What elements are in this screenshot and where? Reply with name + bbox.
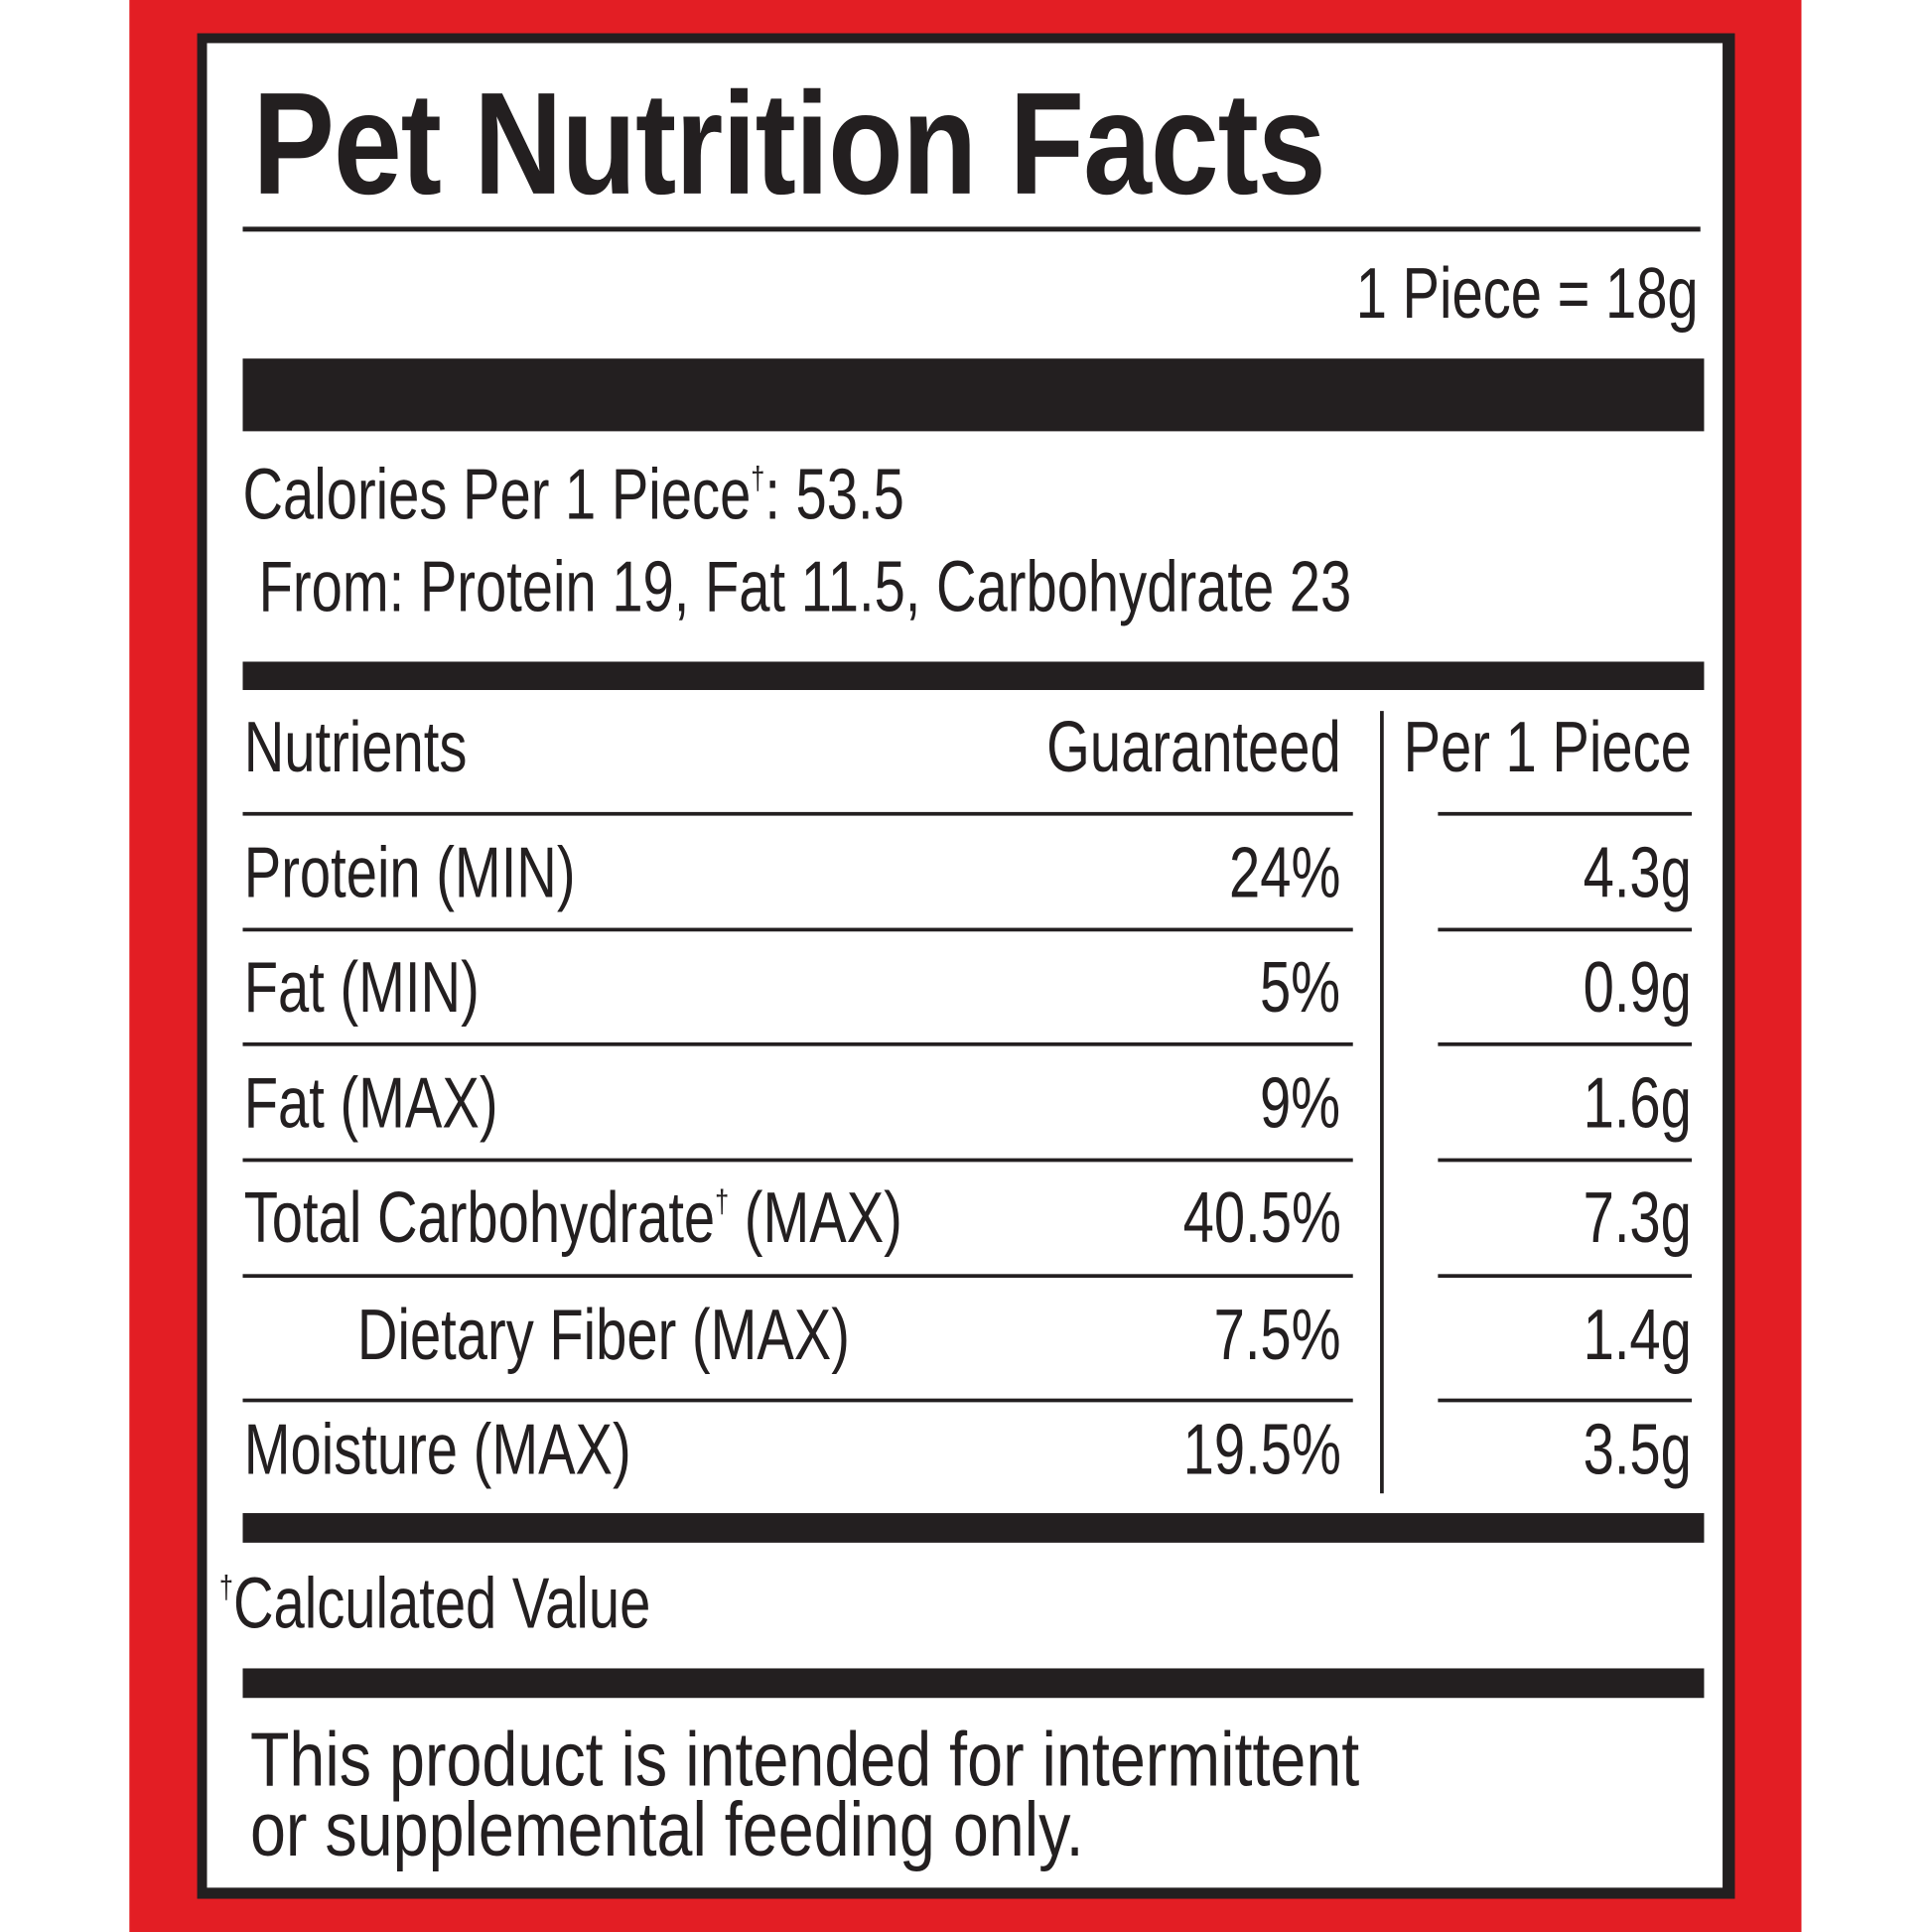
row-rule	[242, 1041, 1353, 1046]
nutrient-qualifier: (MAX)	[729, 1177, 902, 1259]
row-rule	[242, 927, 1353, 932]
footnote: †Calculated Value	[218, 1568, 650, 1640]
dagger-mark: †	[751, 459, 765, 497]
row-rule	[1438, 1041, 1693, 1046]
nutrient-label: Dietary Fiber (MAX)	[356, 1295, 850, 1376]
guaranteed-value: 19.5%	[1182, 1409, 1341, 1490]
calories-from: From: Protein 19, Fat 11.5, Carbohydrate…	[258, 547, 1352, 627]
guaranteed-value: 24%	[1228, 832, 1341, 913]
disclaimer-line-2: or supplemental feeding only.	[249, 1787, 1084, 1873]
nutrient-name: Dietary Fiber (MAX)	[357, 1300, 850, 1371]
row-rule	[1438, 1158, 1693, 1163]
thick-divider	[242, 1513, 1705, 1543]
guaranteed-value: 9%	[1260, 1063, 1341, 1144]
nutrient-label: Fat (MIN)	[243, 947, 480, 1029]
per-piece-value: 1.4g	[1583, 1295, 1693, 1376]
row-rule	[1438, 811, 1693, 816]
disclaimer-line-1: This product is intended for intermitten…	[249, 1718, 1360, 1803]
nutrient-label: Protein (MIN)	[243, 832, 576, 913]
nutrient-label: Moisture (MAX)	[243, 1409, 631, 1490]
label-title: Pet Nutrition Facts	[252, 63, 1325, 226]
row-rule	[242, 1274, 1353, 1279]
dagger-mark: †	[218, 1568, 233, 1606]
nutrient-name: Protein (MIN)	[244, 837, 576, 909]
guaranteed-value: 5%	[1260, 947, 1341, 1029]
row-rule	[242, 1398, 1353, 1403]
per-piece-value: 1.6g	[1583, 1063, 1693, 1144]
header-nutrients: Nutrients	[243, 707, 468, 788]
per-piece-value: 7.3g	[1583, 1177, 1693, 1259]
thick-divider	[242, 358, 1705, 432]
serving-size: 1 Piece = 18g	[1355, 253, 1699, 335]
per-piece-value: 4.3g	[1583, 832, 1693, 913]
header-guaranteed: Guaranteed	[1045, 707, 1341, 788]
calories-label: Calories Per 1 Piece	[242, 454, 752, 535]
nutrient-name: Fat (MIN)	[244, 952, 480, 1024]
nutrient-name: Moisture (MAX)	[244, 1414, 631, 1486]
thick-divider	[242, 661, 1705, 691]
calories-value: : 53.5	[764, 454, 904, 535]
guaranteed-value: 40.5%	[1182, 1177, 1341, 1259]
nutrient-label: Fat (MAX)	[243, 1063, 498, 1144]
row-rule	[1438, 1398, 1693, 1403]
footnote-text: Calculated Value	[232, 1563, 651, 1644]
label-panel	[207, 43, 1724, 1888]
row-rule	[1438, 1274, 1693, 1279]
thick-divider	[242, 1668, 1705, 1699]
row-rule	[242, 811, 1353, 816]
nutrient-name: Fat (MAX)	[244, 1067, 498, 1140]
dagger-mark: †	[715, 1182, 730, 1220]
per-piece-value: 0.9g	[1583, 947, 1693, 1029]
per-piece-value: 3.5g	[1583, 1409, 1693, 1490]
divider	[242, 226, 1701, 232]
row-rule	[242, 1158, 1353, 1163]
calories-line: Calories Per 1 Piece†: 53.5	[242, 459, 903, 531]
guaranteed-value: 7.5%	[1213, 1295, 1341, 1376]
row-rule	[1438, 927, 1693, 932]
column-divider	[1380, 711, 1384, 1494]
nutrient-label: Total Carbohydrate	[243, 1177, 716, 1259]
nutrient-name: Total Carbohydrate† (MAX)	[244, 1182, 902, 1254]
header-per-piece: Per 1 Piece	[1403, 707, 1693, 788]
